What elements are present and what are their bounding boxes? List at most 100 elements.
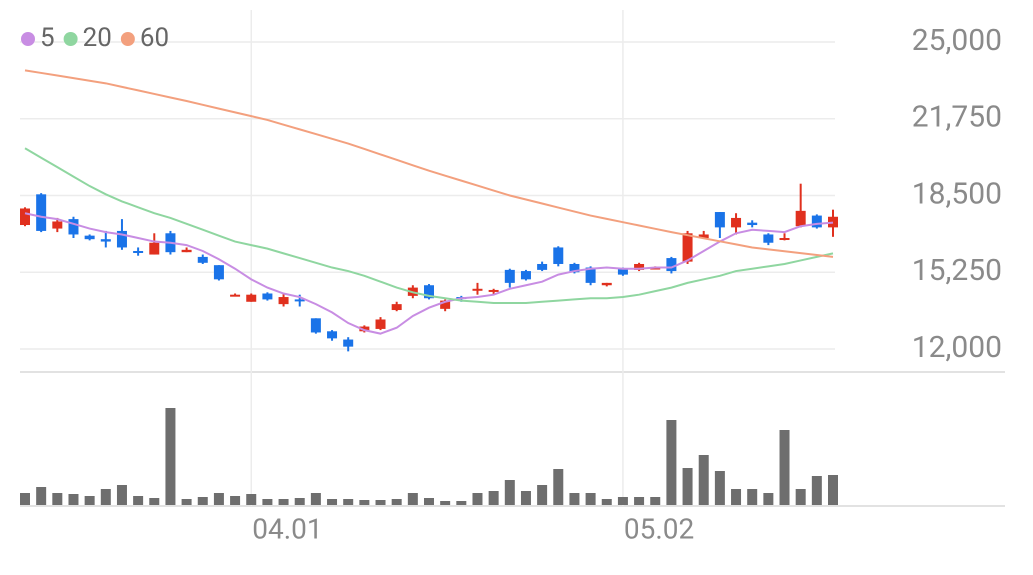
volume-bar bbox=[731, 489, 742, 505]
legend-label: 20 bbox=[83, 23, 112, 53]
candle-body bbox=[84, 235, 95, 240]
volume-bar bbox=[246, 494, 257, 505]
volume-bar bbox=[278, 499, 289, 505]
legend-label: 60 bbox=[140, 23, 169, 53]
candle-body bbox=[811, 215, 822, 228]
volume-bar bbox=[585, 493, 596, 505]
volume-bar bbox=[504, 480, 515, 505]
volume-bar bbox=[634, 497, 645, 505]
candle-body bbox=[100, 239, 111, 242]
candle-body bbox=[213, 265, 224, 280]
candle-body bbox=[537, 263, 548, 270]
volume-bar bbox=[440, 501, 451, 505]
candle-body bbox=[52, 221, 63, 229]
y-tick-label: 12,000 bbox=[912, 330, 1002, 365]
volume-bar bbox=[116, 485, 127, 505]
candle-body bbox=[553, 247, 564, 264]
volume-bar bbox=[617, 497, 628, 505]
volume-bar bbox=[682, 468, 693, 505]
candle-body bbox=[278, 297, 289, 305]
legend-marker bbox=[63, 32, 78, 46]
volume-bar bbox=[698, 455, 709, 505]
volume-bar bbox=[472, 493, 483, 505]
volume-bar bbox=[795, 489, 806, 505]
candle-body bbox=[698, 234, 709, 239]
volume-bar bbox=[456, 501, 467, 505]
volume-bar bbox=[165, 408, 176, 505]
volume-bar bbox=[230, 496, 241, 505]
legend-marker bbox=[120, 32, 135, 46]
candle-body bbox=[20, 208, 30, 226]
candle-body bbox=[391, 304, 402, 311]
volume-bar bbox=[553, 469, 564, 505]
volume-bar bbox=[262, 499, 273, 505]
candle-body bbox=[682, 233, 693, 262]
candle-body bbox=[68, 219, 79, 235]
volume-bar bbox=[569, 493, 580, 505]
candle-body bbox=[133, 250, 144, 253]
volume-bar bbox=[294, 498, 305, 505]
candle-body bbox=[488, 289, 499, 292]
candle-body bbox=[731, 217, 742, 228]
volume-bar bbox=[36, 487, 47, 505]
candle-body bbox=[585, 267, 596, 283]
volume-bar bbox=[149, 498, 160, 505]
volume-bar bbox=[779, 430, 790, 505]
volume-bar bbox=[310, 493, 321, 505]
volume-bar bbox=[359, 500, 370, 505]
volume-bar bbox=[828, 475, 838, 505]
candle-body bbox=[246, 294, 257, 302]
volume-bar bbox=[811, 476, 822, 505]
volume-bar bbox=[68, 494, 79, 505]
y-tick-label: 15,250 bbox=[912, 253, 1002, 288]
moving-average-line bbox=[24, 147, 834, 304]
candle-body bbox=[262, 293, 273, 300]
candle-body bbox=[617, 268, 628, 275]
candle-body bbox=[375, 319, 386, 329]
candle-body bbox=[327, 331, 338, 339]
candle-body bbox=[181, 249, 192, 253]
candle-body bbox=[343, 339, 354, 347]
candle-body bbox=[440, 300, 451, 309]
volume-bar bbox=[488, 491, 499, 505]
volume-bar bbox=[666, 420, 677, 505]
candle-body bbox=[359, 326, 370, 332]
y-tick-label: 25,000 bbox=[912, 23, 1002, 58]
candle-body bbox=[666, 258, 677, 272]
candle-body bbox=[424, 285, 434, 299]
volume-bar bbox=[424, 498, 434, 505]
volume-bar bbox=[343, 499, 354, 505]
volume-bar bbox=[52, 493, 63, 505]
candle-body bbox=[116, 230, 127, 248]
volume-bar bbox=[197, 497, 208, 505]
volume-bar bbox=[181, 499, 192, 505]
volume-bar bbox=[375, 500, 386, 505]
candle-body bbox=[520, 271, 531, 280]
candle-body bbox=[828, 216, 838, 228]
candle-body bbox=[294, 299, 305, 302]
candle-body bbox=[601, 282, 612, 286]
volume-bar bbox=[20, 493, 30, 505]
volume-bar bbox=[133, 496, 144, 505]
volume-bar bbox=[213, 493, 224, 505]
volume-bar bbox=[84, 496, 95, 505]
volume-bar bbox=[391, 499, 402, 505]
moving-average-line bbox=[24, 212, 834, 335]
legend-label: 5 bbox=[40, 23, 55, 53]
volume-bar bbox=[747, 489, 758, 505]
candle-body bbox=[634, 263, 645, 270]
volume-bar bbox=[537, 485, 548, 505]
candle-body bbox=[197, 256, 208, 263]
volume-bar bbox=[100, 489, 111, 505]
candle-body bbox=[569, 263, 580, 273]
candle-body bbox=[230, 294, 241, 297]
x-tick-label: 05.02 bbox=[624, 512, 694, 545]
candle-body bbox=[504, 269, 515, 283]
candle-body bbox=[763, 234, 774, 243]
volume-bar bbox=[714, 471, 725, 505]
candle-body bbox=[149, 242, 160, 255]
candle-body bbox=[714, 212, 725, 228]
candle-body bbox=[36, 194, 47, 231]
